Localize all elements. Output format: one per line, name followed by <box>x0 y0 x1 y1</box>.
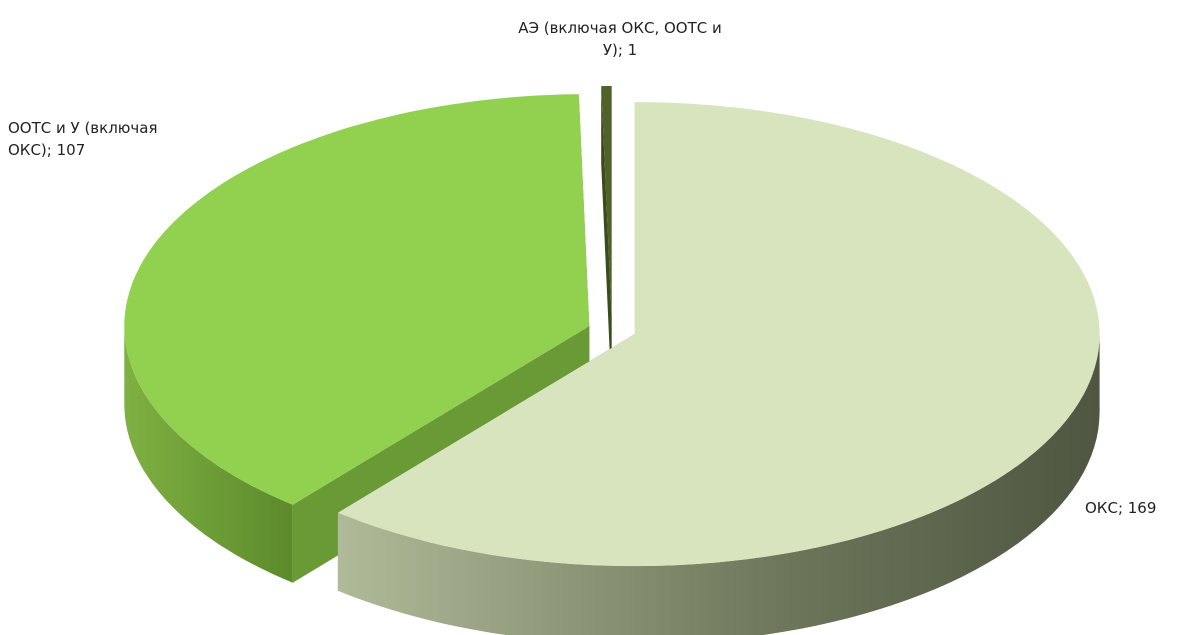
slice-wall <box>337 334 1100 635</box>
slice <box>124 94 590 505</box>
data-label: ОКС; 169 <box>1085 497 1185 519</box>
data-label: ООТС и У (включая ОКС); 107 <box>8 117 198 161</box>
label-name: ОКС <box>1085 499 1118 517</box>
label-name: АЭ (включая ОКС, ООТС и У) <box>518 19 722 59</box>
label-value: ; 107 <box>46 141 86 159</box>
label-value: ; 1 <box>617 41 638 59</box>
label-name: ООТС и У (включая ОКС) <box>8 119 158 159</box>
slice-side <box>601 86 612 396</box>
slice-wall <box>124 326 293 583</box>
slice <box>601 86 612 318</box>
data-label: АЭ (включая ОКС, ООТС и У); 1 <box>510 17 730 61</box>
slice <box>337 102 1100 567</box>
label-value: ; 169 <box>1117 499 1157 517</box>
